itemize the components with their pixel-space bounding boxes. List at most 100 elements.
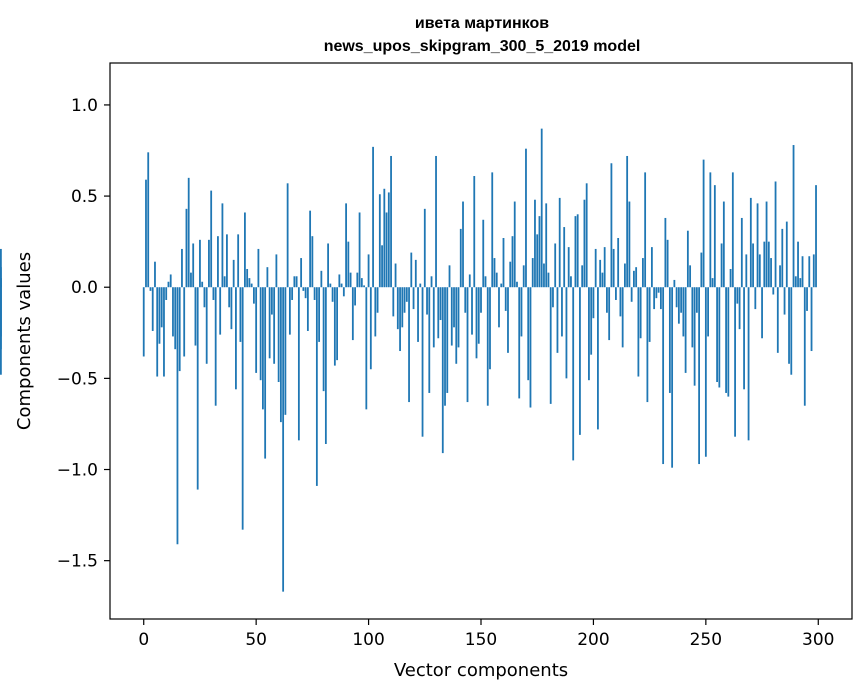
plot-frame [109, 62, 853, 620]
bar-130 [435, 155, 437, 288]
y-tick-label: 0.0 [71, 278, 98, 298]
bar-202 [597, 287, 599, 430]
bar-20 [187, 177, 190, 288]
bar-141 [459, 228, 462, 288]
bar-193 [576, 214, 579, 288]
bar-239 [680, 287, 683, 313]
bar-72 [304, 287, 307, 299]
bar-254 [713, 185, 716, 288]
bar-150 [480, 287, 482, 313]
bar-1 [145, 179, 147, 288]
bar-147 [473, 176, 476, 288]
bar-231 [662, 287, 665, 465]
bar-233 [666, 239, 669, 288]
bar-126 [426, 287, 428, 315]
bar-32 [214, 287, 217, 406]
bar-260 [727, 287, 730, 397]
bar-292 [799, 278, 802, 288]
bar-39 [230, 287, 233, 330]
bar-144 [466, 287, 469, 403]
bar-198 [588, 287, 590, 381]
bar-30 [210, 190, 213, 288]
bar-167 [518, 287, 521, 399]
bar-190 [570, 276, 572, 288]
bar-251 [707, 287, 709, 337]
bar-67 [293, 276, 296, 288]
bar-54 [264, 287, 267, 459]
bar-117 [405, 287, 408, 302]
bar-228 [655, 287, 658, 299]
bar-53 [262, 287, 264, 410]
chart-subtitle: news_upos_skipgram_300_5_2019 model [324, 38, 641, 55]
bar-208 [610, 163, 613, 288]
bar-261 [729, 268, 732, 288]
bar-81 [324, 287, 327, 444]
bar-82 [327, 243, 329, 288]
bar-47 [248, 278, 251, 288]
bar-37 [226, 234, 228, 288]
bar-173 [531, 258, 534, 288]
bar-99 [365, 287, 368, 410]
bar-138 [453, 287, 455, 328]
bar-87 [338, 274, 341, 288]
bar-14 [174, 287, 177, 350]
bar-109 [387, 192, 390, 288]
bar-181 [549, 287, 552, 404]
bar-186 [561, 287, 563, 337]
bar-121 [414, 259, 417, 288]
y-axis-label: Components values [14, 252, 35, 430]
y-tick-label: 0.5 [71, 187, 98, 207]
bar-298 [812, 254, 815, 288]
bar-91 [347, 241, 350, 288]
bar-75 [311, 236, 314, 288]
bar-102 [372, 146, 374, 288]
bar-78 [318, 287, 321, 342]
bar-235 [671, 287, 674, 468]
bar-94 [354, 287, 356, 306]
x-axis-label: Vector components [394, 660, 568, 681]
bar-288 [790, 287, 793, 375]
bar-132 [439, 287, 442, 321]
bar-11 [167, 281, 170, 288]
bar-286 [785, 221, 788, 288]
bar-18 [183, 287, 186, 357]
bar-275 [761, 287, 763, 339]
bar-217 [630, 287, 633, 302]
bar-114 [399, 287, 401, 352]
bar-255 [716, 287, 718, 383]
x-tick-label: 200 [577, 630, 609, 650]
bar-113 [396, 287, 399, 330]
bar-10 [165, 287, 168, 300]
bar-285 [783, 287, 786, 315]
bar-263 [734, 287, 736, 437]
bar-116 [403, 287, 406, 313]
bar-4 [151, 287, 154, 331]
bar-60 [277, 287, 280, 383]
bar-24 [196, 287, 199, 490]
bar-0 [142, 287, 145, 357]
bar-159 [500, 283, 503, 288]
bar-2 [147, 152, 150, 288]
bar-218 [633, 270, 635, 288]
bar-172 [529, 287, 532, 408]
bar-225 [648, 287, 651, 342]
bar-232 [664, 217, 667, 288]
bar-105 [378, 194, 381, 288]
bar-184 [556, 287, 559, 353]
bar-282 [776, 287, 779, 353]
bar-206 [606, 287, 608, 313]
bar-23 [194, 287, 197, 346]
bar-62 [282, 287, 285, 592]
bar-134 [444, 287, 446, 406]
bar-156 [493, 258, 496, 288]
bar-146 [471, 287, 473, 335]
bar-142 [462, 201, 464, 288]
x-tick-label: 50 [245, 630, 267, 650]
bar-248 [700, 252, 703, 288]
bar-209 [612, 248, 615, 288]
bar-59 [275, 254, 278, 288]
bar-21 [190, 272, 192, 288]
bar-16 [178, 287, 181, 372]
bar-7 [158, 287, 161, 344]
bar-230 [659, 287, 662, 310]
